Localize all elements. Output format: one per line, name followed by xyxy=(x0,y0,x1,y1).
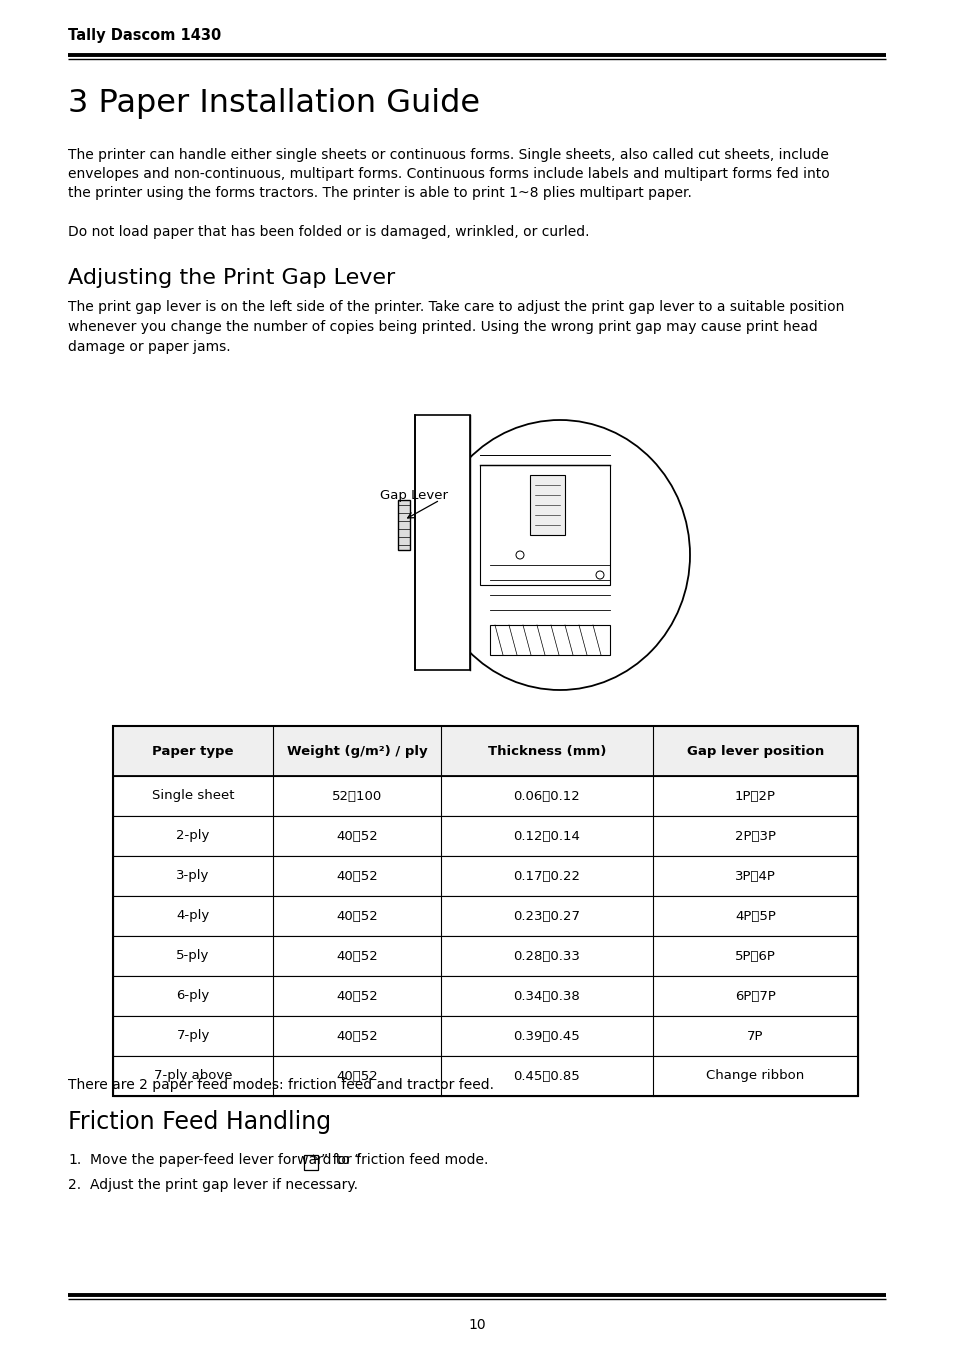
Text: 6-ply: 6-ply xyxy=(176,990,210,1003)
Text: 7-ply: 7-ply xyxy=(176,1030,210,1042)
Text: 0.34～0.38: 0.34～0.38 xyxy=(513,990,579,1003)
Text: 3-ply: 3-ply xyxy=(176,869,210,883)
Text: 2-ply: 2-ply xyxy=(176,829,210,842)
Text: 3P～4P: 3P～4P xyxy=(735,869,775,883)
Text: 1.: 1. xyxy=(68,1153,81,1166)
Text: Move the paper-feed lever forward to “: Move the paper-feed lever forward to “ xyxy=(90,1153,361,1166)
Text: 40～52: 40～52 xyxy=(335,990,377,1003)
Bar xyxy=(112,936,857,976)
Bar xyxy=(397,500,410,549)
Bar xyxy=(112,726,857,1096)
Text: 7-ply above: 7-ply above xyxy=(153,1069,233,1083)
Bar xyxy=(490,625,609,655)
Text: 5P～6P: 5P～6P xyxy=(735,949,775,963)
Text: Change ribbon: Change ribbon xyxy=(706,1069,803,1083)
Text: 40～52: 40～52 xyxy=(335,910,377,922)
Bar xyxy=(112,1017,857,1056)
Text: 0.45～0.85: 0.45～0.85 xyxy=(513,1069,579,1083)
Text: 0.23～0.27: 0.23～0.27 xyxy=(513,910,579,922)
Text: 1P～2P: 1P～2P xyxy=(735,790,775,802)
Text: Adjusting the Print Gap Lever: Adjusting the Print Gap Lever xyxy=(68,269,395,288)
Text: Paper type: Paper type xyxy=(152,744,233,757)
Text: damage or paper jams.: damage or paper jams. xyxy=(68,340,231,354)
Text: Gap lever position: Gap lever position xyxy=(686,744,823,757)
Text: envelopes and non-continuous, multipart forms. Continuous forms include labels a: envelopes and non-continuous, multipart … xyxy=(68,167,829,181)
Text: Thickness (mm): Thickness (mm) xyxy=(487,744,605,757)
Bar xyxy=(112,896,857,936)
Bar xyxy=(415,414,470,670)
Text: 40～52: 40～52 xyxy=(335,869,377,883)
Bar xyxy=(112,726,857,776)
Text: Tally Dascom 1430: Tally Dascom 1430 xyxy=(68,28,221,43)
Text: The printer can handle either single sheets or continuous forms. Single sheets, : The printer can handle either single she… xyxy=(68,148,828,162)
Text: 0.39～0.45: 0.39～0.45 xyxy=(513,1030,579,1042)
Text: 40～52: 40～52 xyxy=(335,829,377,842)
Text: 3 Paper Installation Guide: 3 Paper Installation Guide xyxy=(68,88,479,119)
Text: Friction Feed Handling: Friction Feed Handling xyxy=(68,1110,331,1134)
Text: 40～52: 40～52 xyxy=(335,1030,377,1042)
Text: 5-ply: 5-ply xyxy=(176,949,210,963)
Text: Do not load paper that has been folded or is damaged, wrinkled, or curled.: Do not load paper that has been folded o… xyxy=(68,225,589,239)
Text: 4-ply: 4-ply xyxy=(176,910,210,922)
Text: 2.: 2. xyxy=(68,1179,81,1192)
Text: Weight (g/m²) / ply: Weight (g/m²) / ply xyxy=(286,744,427,757)
Text: 52～100: 52～100 xyxy=(332,790,382,802)
Text: 0.17～0.22: 0.17～0.22 xyxy=(513,869,579,883)
Bar xyxy=(112,815,857,856)
Bar xyxy=(112,976,857,1017)
Text: 40～52: 40～52 xyxy=(335,1069,377,1083)
Text: The print gap lever is on the left side of the printer. Take care to adjust the : The print gap lever is on the left side … xyxy=(68,300,843,315)
Bar xyxy=(112,776,857,815)
Bar xyxy=(112,1056,857,1096)
Text: whenever you change the number of copies being printed. Using the wrong print ga: whenever you change the number of copies… xyxy=(68,320,817,333)
Text: 40～52: 40～52 xyxy=(335,949,377,963)
Bar xyxy=(530,475,564,535)
Text: 4P～5P: 4P～5P xyxy=(735,910,775,922)
Text: Gap Lever: Gap Lever xyxy=(379,489,448,501)
Text: 0.28～0.33: 0.28～0.33 xyxy=(513,949,579,963)
Text: ” for friction feed mode.: ” for friction feed mode. xyxy=(320,1153,487,1166)
Bar xyxy=(112,856,857,896)
Text: 0.06～0.12: 0.06～0.12 xyxy=(513,790,579,802)
Text: 2P～3P: 2P～3P xyxy=(735,829,775,842)
Text: 6P～7P: 6P～7P xyxy=(735,990,775,1003)
Bar xyxy=(303,1156,317,1170)
Text: There are 2 paper feed modes: friction feed and tractor feed.: There are 2 paper feed modes: friction f… xyxy=(68,1079,494,1092)
Text: Adjust the print gap lever if necessary.: Adjust the print gap lever if necessary. xyxy=(90,1179,357,1192)
Text: 0.12～0.14: 0.12～0.14 xyxy=(513,829,579,842)
Bar xyxy=(479,464,609,585)
Text: Single sheet: Single sheet xyxy=(152,790,234,802)
Text: the printer using the forms tractors. The printer is able to print 1~8 plies mul: the printer using the forms tractors. Th… xyxy=(68,186,691,200)
Text: 10: 10 xyxy=(468,1318,485,1332)
Text: 7P: 7P xyxy=(746,1030,763,1042)
